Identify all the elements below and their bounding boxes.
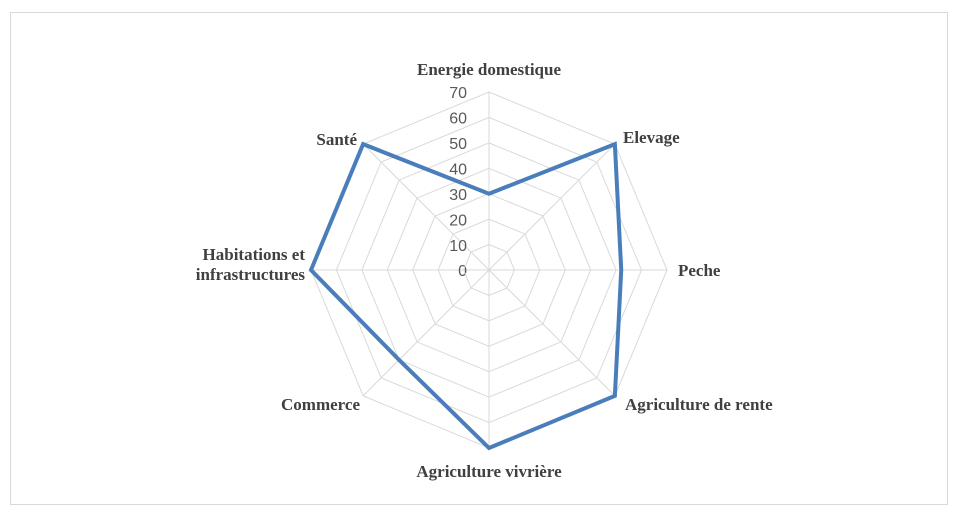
chart-frame xyxy=(10,12,948,505)
spoke xyxy=(488,269,616,397)
category-label: Agriculture de rente xyxy=(625,395,773,414)
r-tick-label: 50 xyxy=(449,136,467,153)
spoke xyxy=(488,143,616,271)
grid-ring xyxy=(463,244,515,296)
category-label: Habitations et infrastructures xyxy=(195,245,305,284)
category-label: Agriculture vivrière xyxy=(416,462,562,481)
r-tick-label: 40 xyxy=(449,162,467,179)
spoke xyxy=(362,143,490,271)
r-tick-label: 60 xyxy=(449,111,467,128)
grid-ring xyxy=(437,218,541,322)
spoke xyxy=(362,269,490,397)
series-line xyxy=(308,141,624,451)
grid-ring xyxy=(412,193,566,347)
category-label: Peche xyxy=(678,261,721,280)
r-tick-label: 30 xyxy=(449,187,467,204)
category-label: Commerce xyxy=(281,395,360,414)
category-label: Elevage xyxy=(623,128,680,147)
r-tick-label: 70 xyxy=(449,85,467,102)
r-tick-label: 10 xyxy=(449,238,467,255)
r-tick-label: 0 xyxy=(458,263,467,280)
grid-ring xyxy=(386,167,592,373)
category-label: Santé xyxy=(316,130,357,149)
r-tick-label: 20 xyxy=(449,212,467,229)
grid-ring xyxy=(361,142,617,398)
category-label: Energie domestique xyxy=(416,60,562,79)
grid-ring xyxy=(335,116,643,424)
